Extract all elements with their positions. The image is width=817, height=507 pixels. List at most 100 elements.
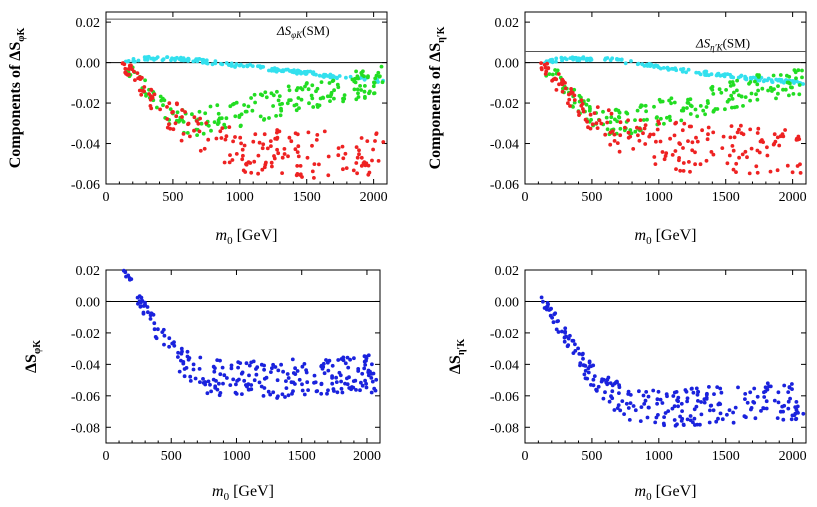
data-point (273, 157, 277, 161)
data-point (336, 85, 340, 89)
data-point (366, 173, 370, 177)
data-point (563, 336, 567, 340)
x-tick-label: 1500 (712, 449, 740, 464)
data-point (592, 383, 596, 387)
data-point (568, 104, 572, 108)
data-point (253, 132, 257, 136)
data-point (756, 127, 760, 131)
data-point (296, 172, 300, 176)
data-point (192, 368, 196, 372)
data-point (656, 397, 660, 401)
data-point (298, 378, 302, 382)
data-point (244, 110, 248, 114)
data-point (326, 361, 330, 365)
data-point (207, 380, 211, 384)
data-point (563, 326, 567, 330)
data-point (331, 74, 335, 78)
data-point (276, 378, 280, 382)
data-point (198, 117, 202, 121)
data-point (300, 382, 304, 386)
data-point (206, 62, 210, 66)
data-point (340, 387, 344, 391)
y-tick-label: -0.02 (71, 327, 100, 342)
data-point (785, 74, 789, 78)
data-point (786, 390, 790, 394)
data-point (219, 391, 223, 395)
data-point (541, 300, 545, 304)
data-point (788, 82, 792, 86)
data-point (341, 156, 345, 160)
data-point (659, 100, 663, 104)
data-point (264, 161, 268, 165)
data-point (169, 58, 173, 62)
data-point (271, 390, 275, 394)
data-point (583, 364, 587, 368)
data-point (610, 389, 614, 393)
data-point (657, 390, 661, 394)
data-point (251, 109, 255, 113)
data-point (239, 142, 243, 146)
data-point (209, 105, 213, 109)
data-point (726, 161, 730, 165)
data-point (195, 133, 199, 137)
data-point (260, 168, 264, 172)
data-point (766, 154, 770, 158)
data-point (159, 99, 163, 103)
data-point (788, 386, 792, 390)
data-point (647, 62, 651, 66)
data-point (748, 172, 752, 176)
data-point (276, 369, 280, 373)
data-point (228, 104, 232, 108)
data-point (341, 97, 345, 101)
data-point (641, 131, 645, 135)
data-point (711, 131, 715, 135)
data-point (204, 121, 208, 125)
data-point (744, 150, 748, 154)
data-point (689, 414, 693, 418)
data-point (736, 386, 740, 390)
data-point (313, 374, 317, 378)
data-point (214, 59, 218, 63)
data-point (578, 94, 582, 98)
data-point (555, 88, 559, 92)
data-point (619, 120, 623, 124)
y-tick-label: -0.06 (71, 178, 100, 193)
data-point (245, 361, 249, 365)
data-point (712, 153, 716, 157)
data-point (594, 388, 598, 392)
data-point (121, 61, 125, 65)
data-point (247, 105, 251, 109)
data-point (795, 410, 799, 414)
data-point (661, 150, 665, 154)
data-point (714, 420, 718, 424)
data-point (605, 116, 609, 120)
data-point (546, 66, 550, 70)
data-point (750, 92, 754, 96)
data-point (769, 170, 773, 174)
data-point (265, 95, 269, 99)
data-point (703, 112, 707, 116)
data-point (760, 87, 764, 91)
data-point (198, 110, 202, 114)
data-point (720, 146, 724, 150)
data-point (674, 424, 678, 428)
data-point (783, 128, 787, 132)
data-point (593, 374, 597, 378)
data-point (737, 128, 741, 132)
data-point (280, 102, 284, 106)
data-point (654, 140, 658, 144)
data-point (218, 372, 222, 376)
data-point (706, 137, 710, 141)
sm-label: ΔSη′K(SM) (695, 35, 750, 52)
x-tick-label: 500 (581, 190, 602, 205)
data-point (336, 153, 340, 157)
data-point (267, 390, 271, 394)
x-tick-label: 2000 (779, 449, 807, 464)
data-point (792, 92, 796, 96)
data-point (209, 129, 213, 133)
data-point (624, 61, 628, 65)
data-point (694, 108, 698, 112)
y-tick-label: -0.08 (490, 421, 519, 436)
data-point (374, 378, 378, 382)
x-tick-label: 500 (581, 449, 602, 464)
